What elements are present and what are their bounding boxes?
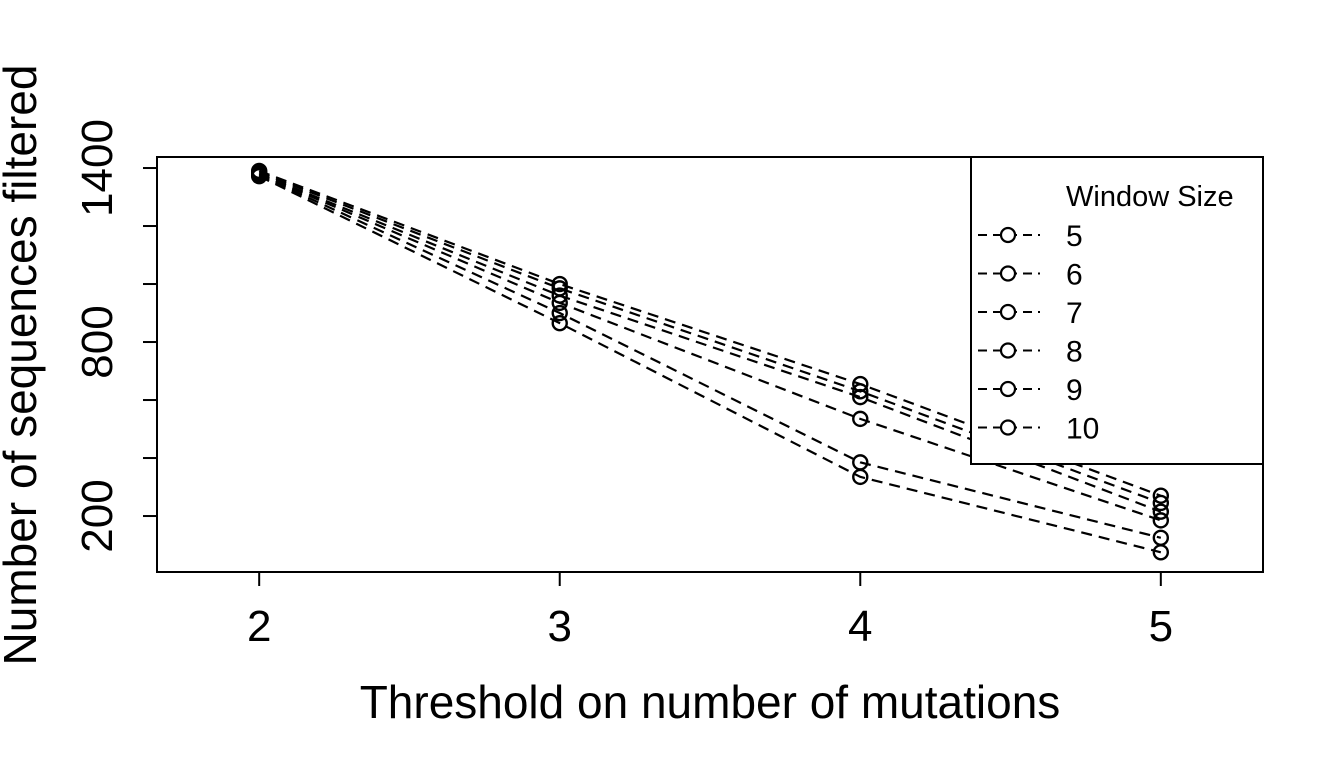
data-point <box>852 383 869 400</box>
x-tick-label: 4 <box>848 602 872 651</box>
legend-entry: 8 <box>978 336 1083 369</box>
x-tick-label: 5 <box>1149 602 1173 651</box>
legend-label: 10 <box>1066 413 1099 446</box>
legend-marker <box>999 419 1017 436</box>
x-tick-label: 3 <box>547 602 571 651</box>
legend-marker <box>999 265 1017 282</box>
legend-title: Window Size <box>1066 181 1234 213</box>
data-point <box>1152 494 1170 512</box>
legend-label: 5 <box>1066 220 1083 253</box>
data-point <box>852 388 869 406</box>
legend-entry: 6 <box>978 259 1083 292</box>
data-point <box>852 410 869 428</box>
data-point <box>551 304 568 322</box>
data-point <box>551 314 568 332</box>
data-point <box>1152 512 1170 529</box>
series-line <box>258 174 1162 539</box>
legend-marker <box>999 226 1017 244</box>
data-point <box>551 294 568 312</box>
x-tick-label: 2 <box>247 602 271 651</box>
y-tick-label: 200 <box>73 479 122 552</box>
legend-entry: 10 <box>978 413 1099 446</box>
y-axis-title: Number of sequences filtered <box>0 65 46 666</box>
data-point <box>852 468 869 486</box>
legend-entry: 5 <box>978 220 1083 253</box>
legend: Window Size 5 6 7 8 9 10 <box>970 156 1264 465</box>
series-line <box>258 175 1162 554</box>
legend-label: 6 <box>1066 259 1083 292</box>
legend-entry: 9 <box>978 374 1083 407</box>
legend-box <box>970 156 1264 465</box>
legend-label: 7 <box>1066 297 1083 330</box>
legend-marker <box>999 342 1017 359</box>
series-line <box>258 173 1162 522</box>
data-point <box>250 167 268 185</box>
legend-marker <box>999 380 1017 398</box>
y-tick-label: 800 <box>73 305 122 378</box>
x-axis-title: Threshold on number of mutations <box>360 676 1061 728</box>
y-tick-label: 1400 <box>73 119 122 217</box>
data-point <box>551 275 568 293</box>
legend-marker <box>999 303 1017 321</box>
series-10 <box>250 167 1170 561</box>
y-axis: 200 800 1400 <box>73 119 157 553</box>
data-point <box>1152 544 1170 561</box>
x-axis: 2 3 4 5 <box>247 572 1173 651</box>
legend-label: 8 <box>1066 336 1083 369</box>
legend-label: 9 <box>1066 374 1083 407</box>
data-point <box>1152 503 1170 520</box>
legend-entry: 7 <box>978 297 1083 330</box>
